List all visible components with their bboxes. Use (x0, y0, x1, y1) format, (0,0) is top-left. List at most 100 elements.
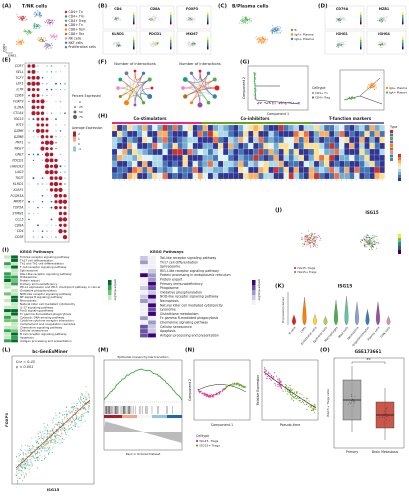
expression-dot (28, 124, 30, 126)
cell-dot (341, 43, 343, 45)
feature-plot-frame (324, 30, 365, 55)
cell-dot (265, 371, 267, 373)
cell-dot (382, 17, 384, 19)
colorbar (133, 37, 135, 40)
expression-dot (55, 77, 57, 79)
heatmap-cell (324, 124, 330, 132)
cell-dot (312, 409, 314, 412)
cell-dot (385, 16, 387, 18)
heatmap-cell (258, 142, 264, 150)
cell-dot (289, 392, 291, 394)
heatmap-cell (177, 136, 183, 144)
sample-dot (56, 424, 58, 426)
cell-dot (293, 399, 295, 402)
cell-dot (370, 84, 372, 86)
colorbar (398, 157, 401, 160)
expression-dot (58, 176, 63, 180)
expression-dot (32, 230, 35, 233)
heatmap-cell (283, 124, 289, 132)
heatmap-cell (228, 166, 234, 174)
sample-dot (15, 475, 18, 477)
cell-dot (277, 28, 279, 30)
cell-dot (27, 32, 29, 34)
cell-dot (291, 388, 293, 391)
cell-dot (45, 42, 47, 44)
legend-size-dot (74, 101, 76, 103)
sample-dot (52, 431, 54, 434)
cell-dot (382, 45, 384, 47)
colorbar (133, 14, 135, 18)
cell-dot (218, 392, 220, 394)
expression-dot (60, 71, 61, 73)
heatmap-cell (116, 160, 123, 168)
cell-dot (272, 33, 274, 35)
legend-label: -1 (78, 147, 81, 151)
cell-dot (353, 400, 355, 401)
network-node (212, 94, 217, 99)
cell-dot (340, 17, 342, 19)
cell-dot (339, 45, 341, 47)
expression-dot (28, 200, 30, 203)
cell-dot (273, 30, 274, 32)
heatmap-cell (172, 166, 178, 174)
cell-dot (297, 101, 299, 103)
colorbar (170, 39, 172, 43)
sample-dot (44, 443, 46, 445)
legend-label: IgG+ Plasma (295, 37, 315, 41)
sample-dot (76, 416, 78, 418)
cell-dot (285, 390, 287, 392)
violin (386, 315, 391, 326)
sample-dot (72, 425, 74, 427)
heatmap-cell (197, 130, 203, 138)
cell-dot (36, 26, 38, 28)
sample-dot (41, 447, 44, 449)
expression-dot (55, 82, 57, 85)
cell-dot (152, 46, 154, 47)
cell-dot (338, 43, 340, 45)
expression-dot (64, 77, 66, 79)
colorbar (402, 44, 404, 47)
cell-dot (255, 89, 257, 91)
heatmap-cell (182, 166, 188, 174)
heatmap-cell (318, 124, 325, 132)
cell-dot (148, 43, 150, 45)
expression-dot (40, 117, 45, 121)
cell-dot (310, 236, 312, 238)
sample-dot (49, 432, 51, 434)
cell-dot (53, 37, 55, 39)
cell-dot (300, 402, 302, 404)
cell-dot (295, 392, 298, 394)
cell-dot (195, 19, 197, 21)
cell-dot (157, 43, 159, 45)
cell-dot (385, 413, 386, 415)
cell-dot (383, 19, 385, 21)
expression-dot (55, 118, 57, 120)
legend-size-dot (74, 106, 76, 108)
sample-dot (67, 421, 69, 423)
expression-dot (59, 141, 62, 144)
cell-dot (311, 239, 313, 241)
sample-dot (65, 410, 68, 412)
cell-dot (285, 101, 287, 103)
cell-dot (261, 42, 263, 44)
heatmap-cell (298, 142, 304, 150)
cell-dot (275, 32, 277, 34)
legend-label: 1 (78, 137, 80, 141)
cell-dot (373, 86, 375, 88)
group-header: Co-inhibitors (240, 116, 270, 121)
sample-dot (58, 423, 60, 425)
sample-dot (53, 426, 55, 428)
sample-dot (79, 397, 81, 399)
expression-dot (41, 88, 44, 91)
cell-dot (149, 18, 151, 19)
heatmap-cell (273, 130, 279, 138)
sample-dot (53, 442, 55, 444)
heatmap-cell (207, 172, 214, 180)
heatmap-cell (313, 148, 320, 156)
cell-dot (287, 387, 289, 389)
sample-dot (27, 461, 29, 463)
cell-dot (262, 37, 264, 39)
cell-dot (49, 46, 51, 48)
sample-dot (40, 441, 42, 444)
cell-dot (313, 239, 315, 241)
